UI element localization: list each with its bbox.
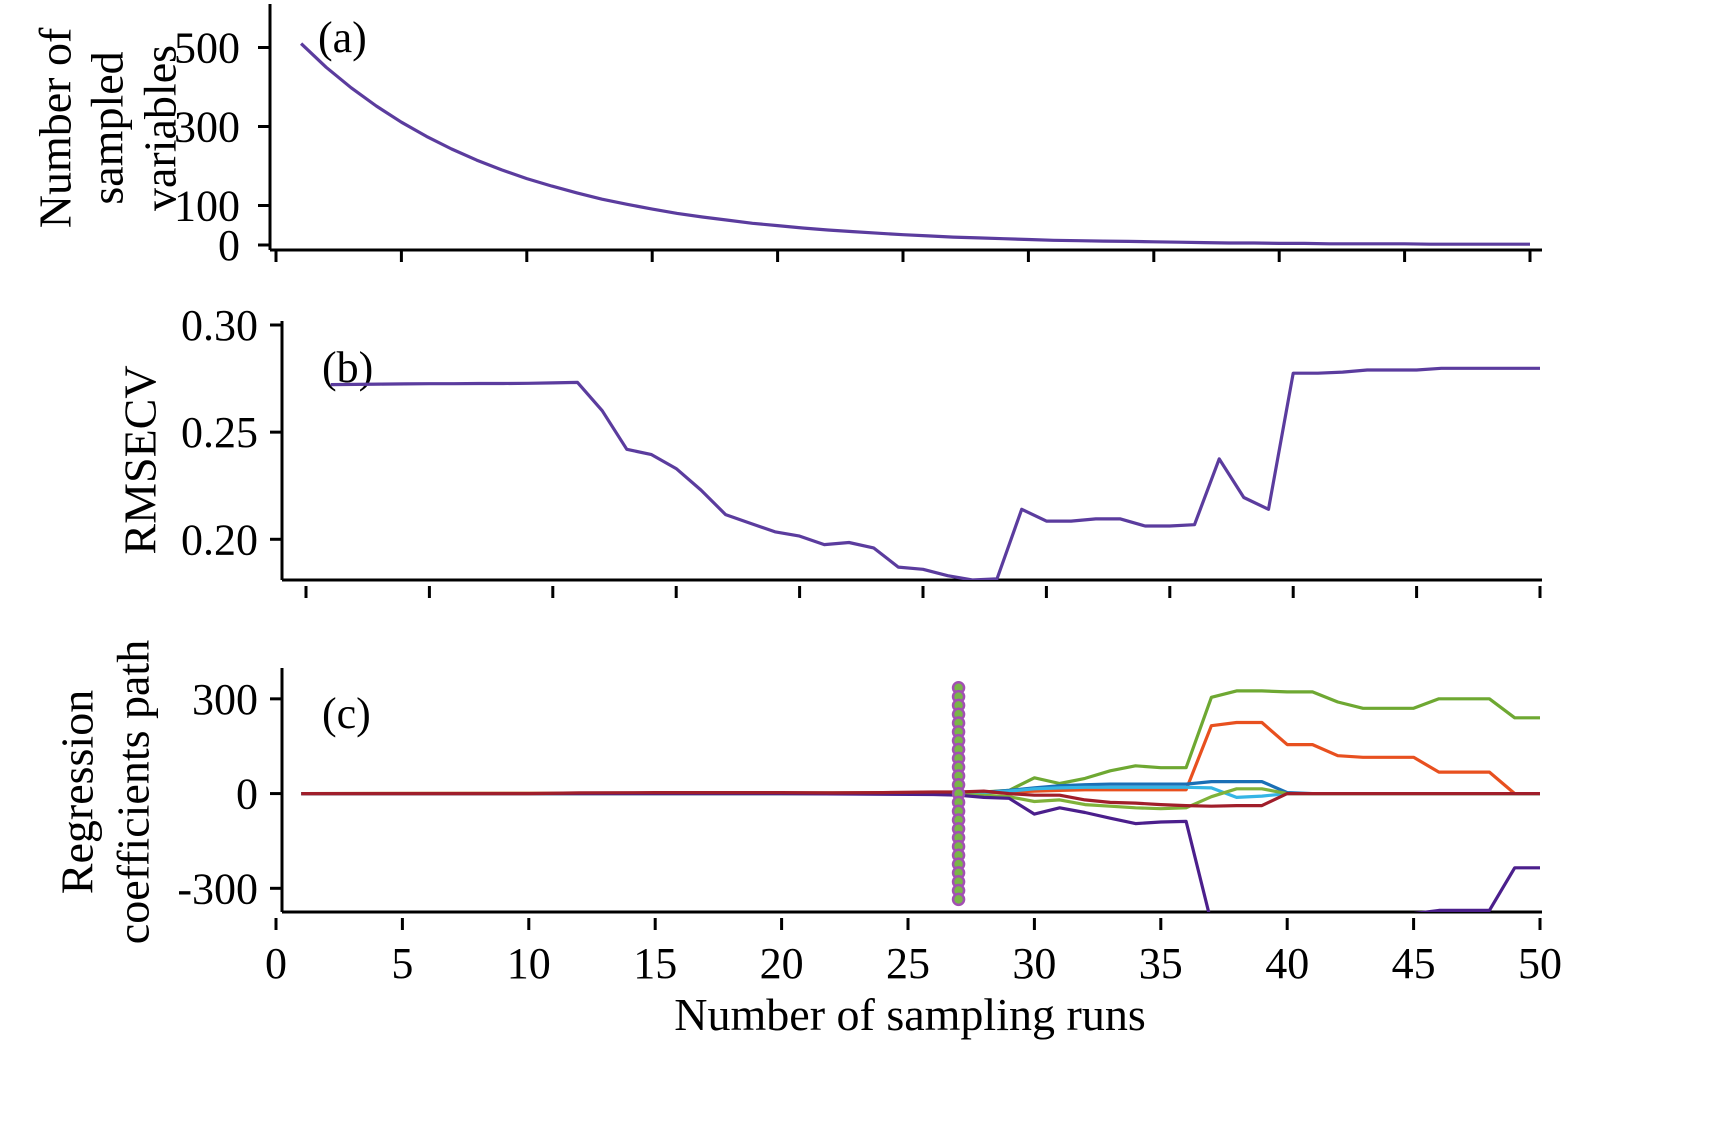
y-tick-label: 0.20 — [181, 515, 258, 564]
y-axis-title: sampled — [82, 51, 133, 204]
y-tick-label: 0 — [218, 221, 240, 270]
panel-label: (c) — [322, 689, 371, 738]
y-tick-label: 0.30 — [181, 301, 258, 350]
y-axis-title: RMSECV — [115, 365, 166, 554]
x-tick-label: 5 — [391, 939, 413, 988]
x-tick-label: 0 — [265, 939, 287, 988]
series-group — [330, 366, 1540, 580]
x-tick-label: 20 — [760, 939, 804, 988]
series-line-2 — [301, 720, 1540, 796]
series-line-6 — [301, 791, 1540, 912]
y-tick-label: 0.25 — [181, 408, 258, 457]
y-tick-label: 300 — [192, 675, 258, 724]
x-tick-label: 10 — [507, 939, 551, 988]
x-tick-label: 40 — [1265, 939, 1309, 988]
y-tick-label: -300 — [177, 864, 258, 913]
y-axis-title: Regression — [52, 690, 103, 894]
x-axis-title: Number of sampling runs — [674, 989, 1145, 1040]
marker-dot — [951, 892, 966, 907]
y-axis-title: Number of — [30, 27, 81, 228]
x-tick-label: 15 — [633, 939, 677, 988]
series-line-7 — [301, 789, 1540, 808]
x-tick-label: 25 — [886, 939, 930, 988]
x-tick-label: 35 — [1139, 939, 1183, 988]
y-tick-label: 100 — [174, 182, 240, 231]
panel-label: (a) — [318, 13, 367, 62]
x-tick-label: 30 — [1012, 939, 1056, 988]
series-line-1 — [301, 689, 1540, 796]
series-line-1 — [300, 42, 1530, 246]
x-tick-label: 50 — [1518, 939, 1562, 988]
y-tick-label: 0 — [236, 770, 258, 819]
y-axis-title: variables — [135, 45, 186, 211]
series-group — [301, 689, 1540, 912]
y-tick-label: 300 — [174, 103, 240, 152]
series-group — [300, 42, 1530, 246]
y-axis-title: coefficients path — [108, 640, 159, 944]
x-tick-label: 45 — [1392, 939, 1436, 988]
y-tick-label: 500 — [174, 24, 240, 73]
series-line-1 — [330, 366, 1540, 580]
